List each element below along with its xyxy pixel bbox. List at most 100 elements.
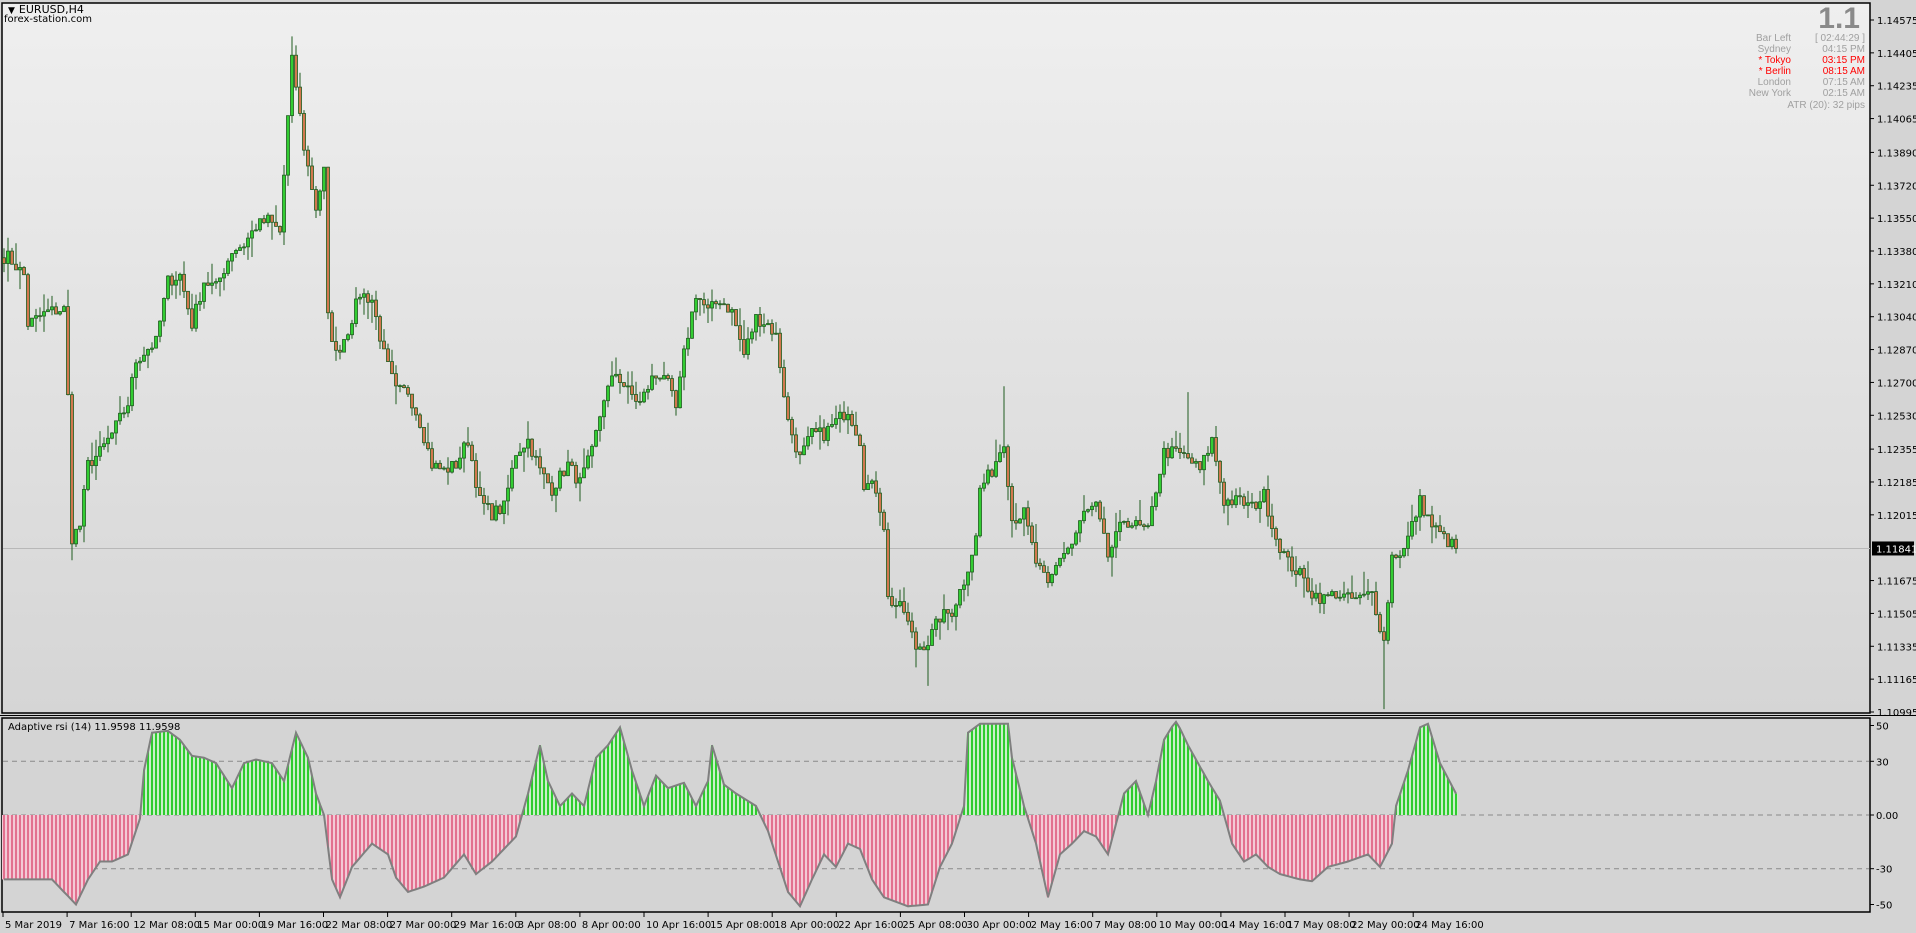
bear-candle-body [1098,501,1102,520]
bear-candle-body [790,419,794,436]
histogram-bar-negative [371,815,373,844]
histogram-bar-negative [855,815,857,848]
price-axis[interactable]: 1.14575 1.14405 1.14235 1.14065 1.13890 1.137… [1870,16,1916,719]
histogram-bar-negative [903,815,905,905]
main-price-pane[interactable] [1,2,1871,714]
histogram-bar-positive [171,733,173,815]
histogram-bar-positive [1143,803,1145,815]
time-label: 19 Mar 16:00 [261,920,328,931]
candle [1066,546,1070,555]
bear-candle-body [654,375,658,379]
candle [106,425,110,453]
histogram-bar-positive [559,806,561,815]
histogram-bar-positive [1443,770,1445,815]
histogram-bar-positive [163,731,165,815]
candle [406,384,410,398]
bull-candle-body [234,250,238,254]
candle [1262,486,1266,504]
bull-candle-body [258,218,262,231]
dropdown-triangle-icon[interactable]: ▼ [8,6,15,16]
candle [250,220,254,258]
histogram-bar-positive [235,779,237,815]
histogram-bar-negative [391,815,393,867]
histogram-bar-negative [427,815,429,885]
candle [1062,542,1066,563]
candle [1306,561,1310,593]
candle [470,441,474,462]
bull-candle-body [166,275,170,299]
bull-candle-body [1094,501,1098,507]
histogram-bar-negative [327,815,329,848]
bull-candle-body [1362,593,1366,596]
histogram-bar-positive [719,771,721,815]
candle [974,533,978,556]
candle [774,322,778,335]
bull-candle-body [1342,593,1346,598]
bear-candle-body [1186,453,1190,459]
bear-candle-body [794,434,798,453]
bull-candle-body [554,487,558,496]
candle [462,441,466,473]
chart-symbol-title[interactable]: ▼ EURUSD,H4 [8,3,84,16]
candle [998,444,1002,463]
candle [598,415,602,442]
histogram-bar-positive [743,798,745,815]
candle [1178,432,1182,459]
candle [694,294,698,321]
candle [210,263,214,295]
candle [970,554,974,581]
time-label: 24 May 16:00 [1415,920,1484,931]
bull-candle-body [686,337,690,350]
candle [1374,581,1378,616]
bear-candle-body [306,149,310,167]
histogram-bar-positive [659,779,661,815]
bear-candle-body [14,263,18,271]
histogram-bar-negative [467,815,469,861]
candle [730,307,734,326]
histogram-bar-positive [287,764,289,815]
candle [458,446,462,470]
bear-candle-body [842,411,846,421]
bear-candle-body [742,339,746,355]
bull-candle-body [838,411,842,420]
bear-candle-body [946,609,950,614]
histogram-bar-negative [135,815,137,831]
bull-candle-body [362,293,366,298]
bear-candle-body [1042,565,1046,573]
candle [650,363,654,391]
histogram-bar-negative [103,815,105,862]
histogram-bar-negative [123,815,125,857]
indicator-level-label: 0.00 [1876,811,1898,822]
candle [834,405,838,429]
bear-candle-body [822,427,826,441]
bull-candle-body [1146,525,1150,528]
bull-candle-body [110,432,114,439]
candle [1302,564,1306,598]
histogram-bar-negative [1111,815,1113,840]
candle [1146,523,1150,529]
histogram-bar-negative [507,815,509,845]
histogram-bar-positive [999,723,1001,815]
candle [502,500,506,525]
bull-candle-body [1110,546,1114,558]
histogram-bar-negative [791,815,793,897]
candle [326,166,330,320]
histogram-bar-negative [463,815,465,855]
histogram-bar-positive [239,771,241,815]
histogram-bar-positive [1447,778,1449,815]
histogram-bar-positive [1187,745,1189,815]
candle [1190,453,1194,464]
bull-candle-body [1370,591,1374,594]
candle [254,223,258,232]
candle [810,427,814,445]
histogram-bar-positive [647,795,649,815]
bull-candle-body [690,311,694,339]
bear-candle-body [622,382,626,387]
histogram-bar-negative [131,815,133,843]
bear-candle-body [1178,447,1182,453]
candle [1418,488,1422,531]
bear-candle-body [722,303,726,306]
time-label: 15 Apr 08:00 [710,920,775,931]
